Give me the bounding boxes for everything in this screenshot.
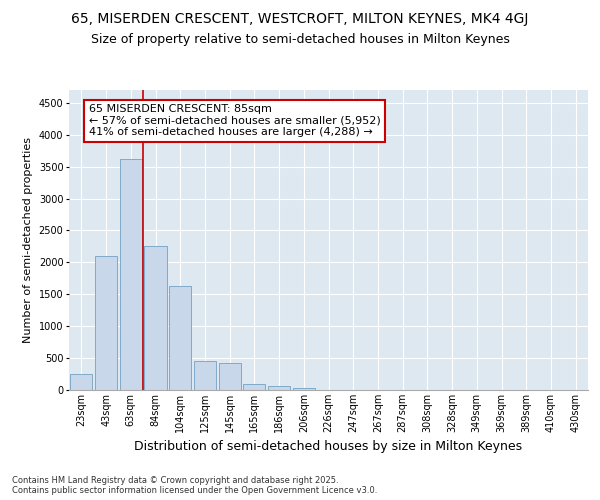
- Bar: [218, 362, 241, 390]
- Y-axis label: Number of semi-detached properties: Number of semi-detached properties: [23, 137, 33, 343]
- Bar: [70, 374, 92, 390]
- Text: 65 MISERDEN CRESCENT: 85sqm
← 57% of semi-detached houses are smaller (5,952)
41: 65 MISERDEN CRESCENT: 85sqm ← 57% of sem…: [89, 104, 380, 137]
- Bar: [243, 384, 265, 390]
- Bar: [169, 286, 191, 390]
- Bar: [194, 362, 216, 390]
- Text: 65, MISERDEN CRESCENT, WESTCROFT, MILTON KEYNES, MK4 4GJ: 65, MISERDEN CRESCENT, WESTCROFT, MILTON…: [71, 12, 529, 26]
- Bar: [145, 246, 167, 390]
- Text: Size of property relative to semi-detached houses in Milton Keynes: Size of property relative to semi-detach…: [91, 32, 509, 46]
- Text: Contains HM Land Registry data © Crown copyright and database right 2025.
Contai: Contains HM Land Registry data © Crown c…: [12, 476, 377, 495]
- Bar: [293, 388, 315, 390]
- Bar: [268, 386, 290, 390]
- X-axis label: Distribution of semi-detached houses by size in Milton Keynes: Distribution of semi-detached houses by …: [134, 440, 523, 454]
- Bar: [119, 159, 142, 390]
- Bar: [95, 256, 117, 390]
